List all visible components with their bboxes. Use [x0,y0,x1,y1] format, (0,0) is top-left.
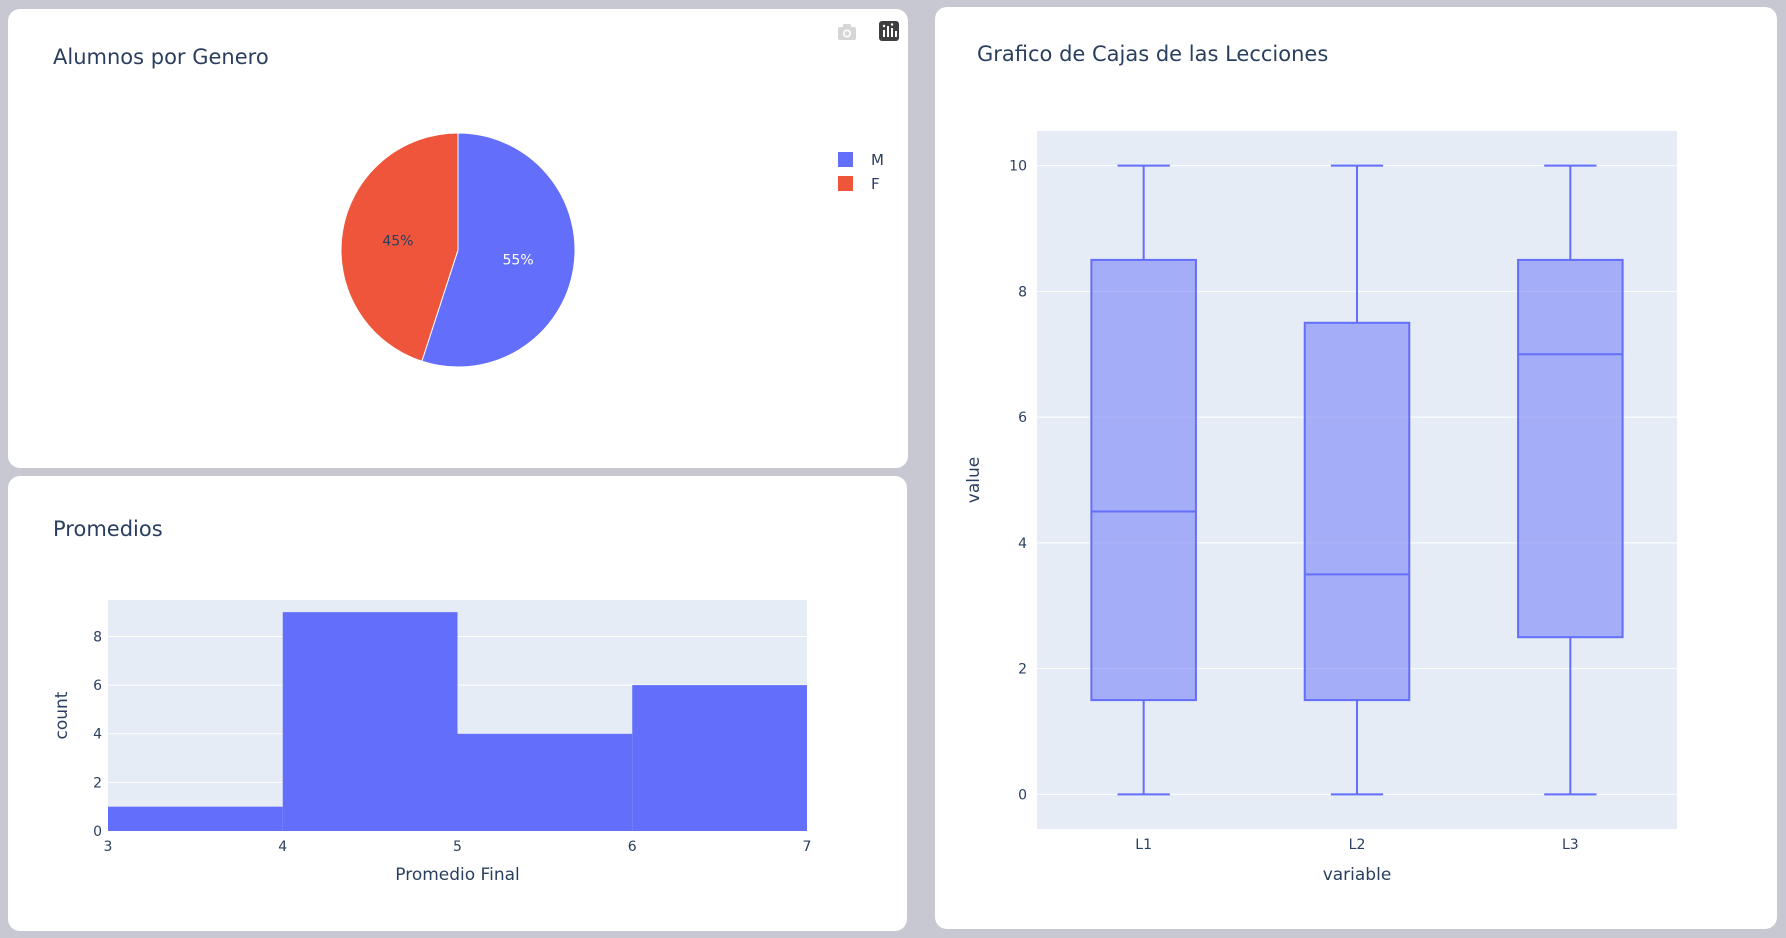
box-y-tick: 10 [1009,159,1027,175]
legend-label-f[interactable]: F [871,175,880,193]
pie-title: Alumnos por Genero [53,45,269,69]
box-x-axis-label: variable [1323,865,1392,885]
camera-icon[interactable] [838,24,856,40]
promedios-histogram-card: Promedios 0 2 4 6 8 3 4 5 6 7 Promedio Final coun… [8,476,907,931]
histogram-bar[interactable] [108,806,283,831]
histogram-y-tick: 8 [93,629,102,645]
lessons-box-card: Grafico de Cajas de las Lecciones 0 2 4 6 8 1… [935,7,1777,929]
pie-slice-m[interactable] [421,132,576,368]
box-y-tick: 2 [1018,662,1027,678]
legend-label-m[interactable]: M [871,151,884,169]
lessons-box-chart: Grafico de Cajas de las Lecciones 0 2 4 6 8 1… [964,42,1677,885]
box-y-tick: 0 [1018,787,1027,803]
box-l3[interactable] [1517,164,1624,796]
pie-slice-label: 45% [382,233,413,249]
box-title: Grafico de Cajas de las Lecciones [977,42,1328,66]
pie-slice-label: 55% [503,253,534,269]
histogram-x-tick: 3 [104,839,113,855]
histogram-x-axis-label: Promedio Final [395,865,520,885]
box-y-tick: 8 [1018,284,1027,300]
histogram-x-tick: 5 [453,839,462,855]
histogram-x-tick: 7 [803,839,812,855]
box-body [1517,258,1624,639]
histogram-bar[interactable] [457,733,633,831]
legend-swatch-m[interactable] [838,152,853,167]
histogram-y-tick: 6 [93,678,102,694]
histogram-bar[interactable] [632,685,807,831]
histogram-y-tick: 4 [93,727,102,743]
box-x-tick: L2 [1349,837,1366,853]
box-body [1303,321,1411,702]
pie-slice-f[interactable] [340,132,459,362]
gender-pie-chart: Alumnos por Genero 55% 45% MF [53,21,899,368]
promedios-histogram: Promedios 0 2 4 6 8 3 4 5 6 7 Promedio Final coun… [52,517,812,885]
histogram-y-tick: 0 [93,824,102,840]
box-y-axis-label: value [964,457,984,503]
box-l2[interactable] [1303,164,1411,796]
histogram-title: Promedios [53,517,163,541]
legend-swatch-f[interactable] [838,176,853,191]
box-y-tick: 6 [1018,410,1027,426]
plotly-logo-icon[interactable] [879,21,899,41]
box-y-tick: 4 [1018,536,1027,552]
histogram-x-tick: 6 [628,839,637,855]
histogram-bar[interactable] [282,612,458,831]
box-x-tick: L1 [1135,837,1152,853]
histogram-y-tick: 2 [93,775,102,791]
box-l1[interactable] [1090,164,1197,796]
box-body [1090,258,1197,702]
histogram-x-tick: 4 [278,839,287,855]
histogram-y-axis-label: count [52,691,72,739]
box-x-tick: L3 [1562,837,1579,853]
